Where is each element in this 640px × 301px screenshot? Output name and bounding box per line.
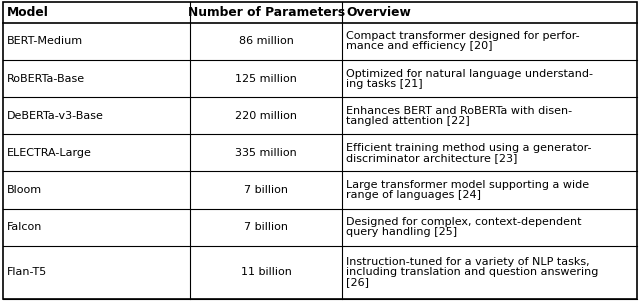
Text: 335 million: 335 million (236, 148, 297, 158)
Text: 7 billion: 7 billion (244, 222, 288, 232)
Text: range of languages [24]: range of languages [24] (346, 190, 481, 200)
Text: Compact transformer designed for perfor-: Compact transformer designed for perfor- (346, 31, 580, 42)
Text: including translation and question answering: including translation and question answe… (346, 267, 598, 277)
Text: Optimized for natural language understand-: Optimized for natural language understan… (346, 69, 593, 79)
Text: BERT-Medium: BERT-Medium (7, 36, 83, 46)
Text: 7 billion: 7 billion (244, 185, 288, 195)
Text: Efficient training method using a generator-: Efficient training method using a genera… (346, 143, 592, 153)
Text: ing tasks [21]: ing tasks [21] (346, 79, 423, 88)
Text: 220 million: 220 million (235, 111, 297, 121)
Text: Number of Parameters: Number of Parameters (188, 6, 345, 19)
Text: Falcon: Falcon (7, 222, 42, 232)
Text: Designed for complex, context-dependent: Designed for complex, context-dependent (346, 217, 582, 227)
Text: RoBERTa-Base: RoBERTa-Base (7, 73, 85, 84)
Text: Large transformer model supporting a wide: Large transformer model supporting a wid… (346, 180, 589, 190)
Text: 11 billion: 11 billion (241, 267, 292, 277)
Text: [26]: [26] (346, 277, 369, 287)
Text: 125 million: 125 million (235, 73, 297, 84)
Text: mance and efficiency [20]: mance and efficiency [20] (346, 42, 493, 51)
Text: Flan-T5: Flan-T5 (7, 267, 47, 277)
Text: Bloom: Bloom (7, 185, 42, 195)
Text: query handling [25]: query handling [25] (346, 227, 458, 237)
Text: DeBERTa-v3-Base: DeBERTa-v3-Base (7, 111, 104, 121)
Text: Model: Model (7, 6, 49, 19)
Text: 86 million: 86 million (239, 36, 294, 46)
Text: tangled attention [22]: tangled attention [22] (346, 116, 470, 126)
Text: discriminator architecture [23]: discriminator architecture [23] (346, 153, 518, 163)
Text: Overview: Overview (346, 6, 411, 19)
Text: Instruction-tuned for a variety of NLP tasks,: Instruction-tuned for a variety of NLP t… (346, 257, 590, 267)
Text: Enhances BERT and RoBERTa with disen-: Enhances BERT and RoBERTa with disen- (346, 106, 572, 116)
Text: ELECTRA-Large: ELECTRA-Large (7, 148, 92, 158)
